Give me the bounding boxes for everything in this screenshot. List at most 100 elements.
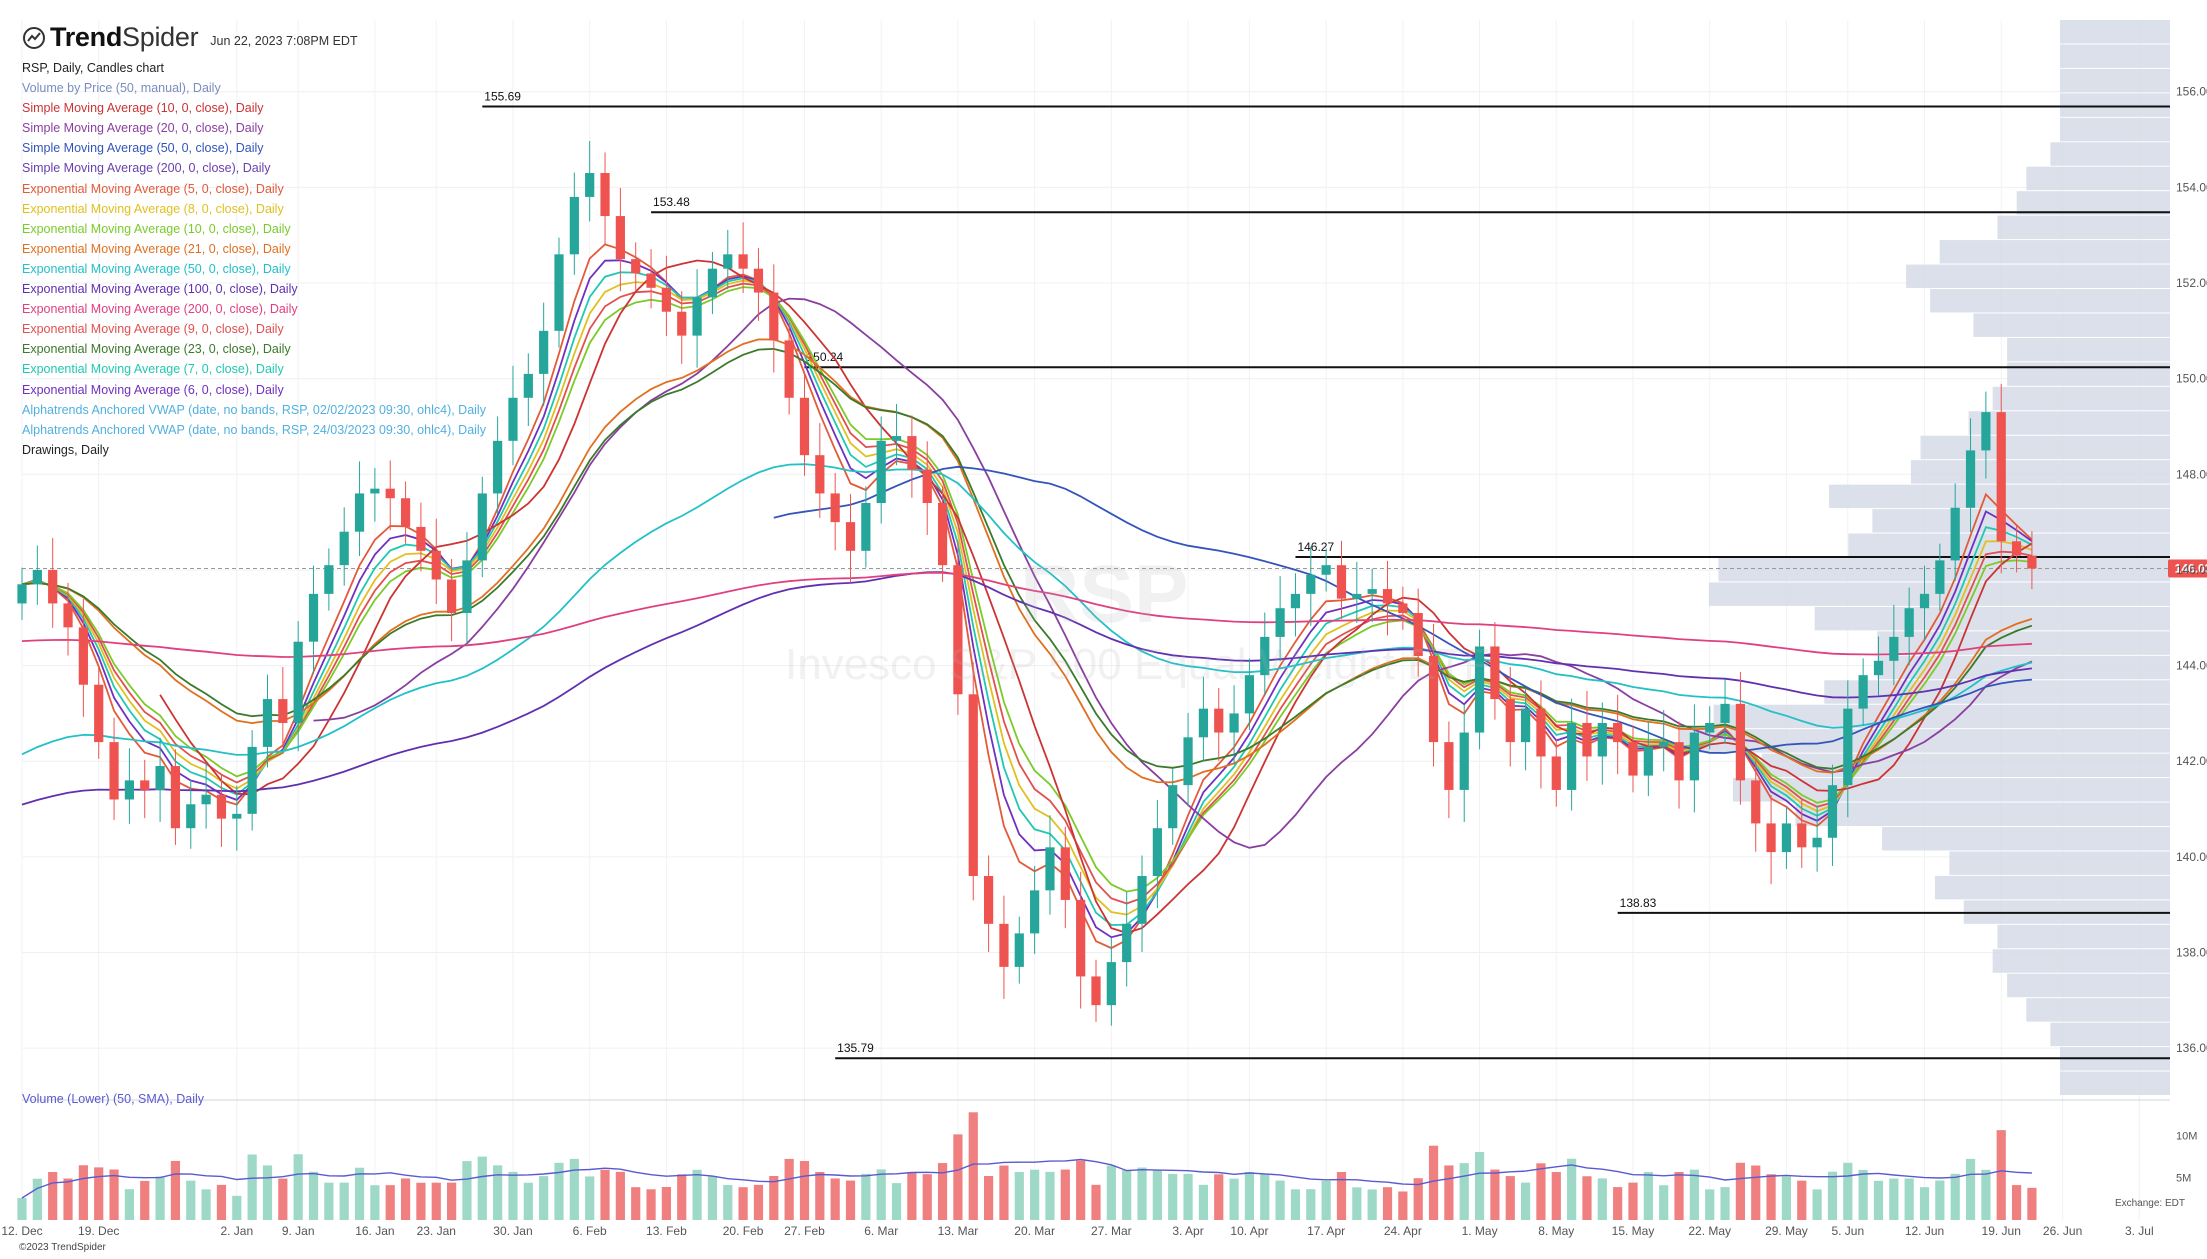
legend-item[interactable]: Exponential Moving Average (6, 0, close)… [22,382,284,397]
legend-item[interactable]: Simple Moving Average (10, 0, close), Da… [22,101,264,116]
candle-body [1045,847,1055,891]
legend-item[interactable]: Exponential Moving Average (200, 0, clos… [22,302,298,317]
volume-bar [1858,1169,1868,1220]
volume-bar [308,1171,319,1220]
legend-item[interactable]: Exponential Moving Average (9, 0, close)… [22,322,284,337]
volume-bar [201,1189,211,1220]
chart-timestamp: Jun 22, 2023 7:08PM EDT [210,33,358,48]
volume-bar [1398,1191,1408,1220]
legend-item[interactable]: Alphatrends Anchored VWAP (date, no band… [22,402,486,417]
volume-bar [1352,1187,1362,1220]
volume-bar [1198,1184,1209,1220]
volume-bar [723,1185,733,1220]
candle-body [1751,780,1761,824]
candle-body [830,493,840,523]
legend-item[interactable]: Exponential Moving Average (100, 0, clos… [22,282,298,297]
volume-bar [1919,1187,1930,1220]
legend-item[interactable]: Alphatrends Anchored VWAP (date, no band… [22,422,486,437]
candle-body [32,569,42,585]
volume-profile-bar [1877,631,2170,655]
candle-body [1781,823,1792,853]
candle-body [1904,608,1914,637]
volume-bar [769,1176,779,1220]
x-tick-label: 24. Apr [1384,1224,1422,1238]
volume-bar [907,1172,917,1220]
volume-bar [1889,1178,1899,1220]
legend-item[interactable]: Simple Moving Average (50, 0, close), Da… [22,141,264,156]
legend-item[interactable]: Exponential Moving Average (50, 0, close… [22,261,291,276]
volume-bar [48,1172,58,1220]
legend-item[interactable]: Volume by Price (50, manual), Daily [22,81,221,96]
candle-body [891,436,902,441]
x-tick-label: 12. Dec [1,1224,42,1238]
x-tick-label: 3. Apr [1172,1224,1203,1238]
candle-body [1996,412,2006,542]
volume-bar [1551,1172,1561,1220]
logo-prefix: Trend [50,22,123,52]
volume-bar [539,1176,549,1220]
volume-bar [155,1176,165,1220]
volume-bar [462,1161,472,1220]
volume-bar [293,1154,303,1220]
legend-item[interactable]: Simple Moving Average (20, 0, close), Da… [22,121,264,136]
trendspider-logo-icon [23,26,45,49]
volume-bar [1444,1165,1454,1220]
candle-body [477,493,487,561]
legend-item[interactable]: Exponential Moving Average (5, 0, close)… [22,181,284,196]
candle-body [63,603,73,628]
volume-bar [983,1176,994,1220]
volume-profile-bar [1877,655,2170,680]
legend-item[interactable]: Drawings, Daily [22,442,109,457]
y-tick-label: 152.00 [2176,276,2207,290]
candle-body [600,173,610,217]
candle-body [1352,593,1362,599]
volume-profile-bar [1992,386,2170,411]
volume-bar [1843,1162,1853,1220]
last-price-label: 146.03 [2175,562,2207,576]
volume-bar [677,1174,687,1220]
volume-bar [1137,1167,1147,1220]
volume-profile-bar [1795,802,2170,826]
x-tick-label: 27. Mar [1091,1224,1132,1238]
candle-body [400,498,411,527]
candle-body [1597,722,1607,757]
volume-bar [937,1163,948,1220]
candle-body [1014,933,1024,967]
volume-bar [140,1180,150,1220]
x-tick-label: 6. Mar [864,1224,898,1238]
x-tick-label: 19. Dec [78,1224,119,1238]
level-label: 155.69 [484,90,521,104]
volume-bar [692,1169,702,1220]
legend-item[interactable]: Simple Moving Average (200, 0, close), D… [22,161,271,176]
legend-item[interactable]: Exponential Moving Average (23, 0, close… [22,342,291,357]
x-tick-label: 1. May [1462,1224,1498,1238]
y-tick-label: 150.00 [2176,372,2207,386]
candle-body [631,259,641,274]
legend-item[interactable]: Exponential Moving Average (10, 0, close… [22,221,291,236]
volume-tick-label: 10M [2176,1130,2197,1142]
moving-average-line [159,259,2033,934]
legend-item[interactable]: Exponential Moving Average (7, 0, close)… [22,362,284,377]
candle-body [1505,699,1515,743]
candle-body [416,526,426,551]
volume-bar [1229,1178,1239,1220]
candle-body [1766,823,1776,853]
volume-bar [1996,1130,2006,1220]
volume-bar [78,1165,88,1220]
candle-body [78,627,88,685]
legend-item[interactable]: Exponential Moving Average (21, 0, close… [22,241,291,256]
volume-bars [17,1112,2037,1220]
legend-item[interactable]: Exponential Moving Average (8, 0, close)… [22,201,284,216]
legend-item[interactable]: RSP, Daily, Candles chart [22,61,164,75]
volume-bar [1904,1178,1914,1220]
volume-bar [1536,1163,1546,1220]
x-tick-label: 15. May [1612,1224,1655,1238]
candle-body [1950,507,1960,561]
volume-profile-bar [1992,949,2170,973]
volume-bar [354,1167,365,1220]
candle-body [308,593,319,642]
volume-bar [109,1169,119,1220]
candle-body [799,397,810,456]
volume-profile-bar [1824,680,2170,704]
